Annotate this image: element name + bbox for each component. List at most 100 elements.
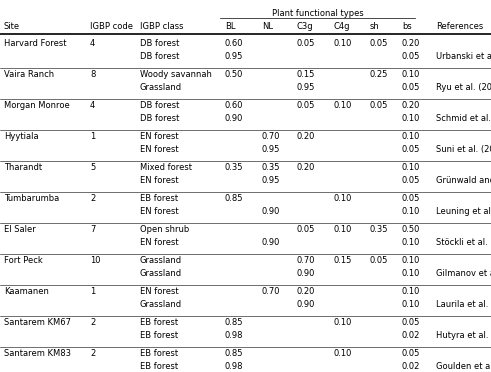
Text: DB forest: DB forest xyxy=(140,39,179,48)
Text: IGBP class: IGBP class xyxy=(140,22,184,31)
Text: 0.95: 0.95 xyxy=(297,83,315,92)
Text: 0.98: 0.98 xyxy=(225,362,244,371)
Text: EB forest: EB forest xyxy=(140,331,178,340)
Text: 1: 1 xyxy=(90,132,95,141)
Text: C3g: C3g xyxy=(297,22,314,31)
Text: 0.85: 0.85 xyxy=(225,318,244,327)
Text: 0.10: 0.10 xyxy=(402,287,420,296)
Text: 0.98: 0.98 xyxy=(225,331,244,340)
Text: EN forest: EN forest xyxy=(140,207,179,216)
Text: Kaamanen: Kaamanen xyxy=(4,287,49,296)
Text: 2: 2 xyxy=(90,349,95,358)
Text: 0.95: 0.95 xyxy=(262,145,280,154)
Text: Hyytiala: Hyytiala xyxy=(4,132,39,141)
Text: EN forest: EN forest xyxy=(140,176,179,185)
Text: 0.05: 0.05 xyxy=(297,225,315,234)
Text: Grassland: Grassland xyxy=(140,269,182,278)
Text: 0.05: 0.05 xyxy=(370,101,388,110)
Text: 0.10: 0.10 xyxy=(402,207,420,216)
Text: 7: 7 xyxy=(90,225,95,234)
Text: 4: 4 xyxy=(90,101,95,110)
Text: 0.35: 0.35 xyxy=(225,163,244,172)
Text: DB forest: DB forest xyxy=(140,101,179,110)
Text: 0.20: 0.20 xyxy=(402,101,420,110)
Text: 0.05: 0.05 xyxy=(402,83,420,92)
Text: Grassland: Grassland xyxy=(140,256,182,265)
Text: 0.35: 0.35 xyxy=(370,225,388,234)
Text: 0.05: 0.05 xyxy=(402,145,420,154)
Text: 0.15: 0.15 xyxy=(334,256,353,265)
Text: 0.90: 0.90 xyxy=(262,207,280,216)
Text: sh: sh xyxy=(370,22,380,31)
Text: Fort Peck: Fort Peck xyxy=(4,256,43,265)
Text: EN forest: EN forest xyxy=(140,287,179,296)
Text: Urbanski et al. (2007): Urbanski et al. (2007) xyxy=(436,52,491,61)
Text: 0.10: 0.10 xyxy=(402,114,420,123)
Text: 8: 8 xyxy=(90,70,95,79)
Text: Gilmanov et al. (2005): Gilmanov et al. (2005) xyxy=(436,269,491,278)
Text: EB forest: EB forest xyxy=(140,362,178,371)
Text: Hutyra et al. (2007): Hutyra et al. (2007) xyxy=(436,331,491,340)
Text: Santarem KM67: Santarem KM67 xyxy=(4,318,71,327)
Text: 0.10: 0.10 xyxy=(402,238,420,247)
Text: EN forest: EN forest xyxy=(140,238,179,247)
Text: Laurila et al. (2001): Laurila et al. (2001) xyxy=(436,300,491,309)
Text: DB forest: DB forest xyxy=(140,52,179,61)
Text: 0.60: 0.60 xyxy=(225,101,244,110)
Text: References: References xyxy=(436,22,483,31)
Text: Plant functional types: Plant functional types xyxy=(272,9,363,18)
Text: 0.20: 0.20 xyxy=(402,39,420,48)
Text: 0.85: 0.85 xyxy=(225,349,244,358)
Text: IGBP code: IGBP code xyxy=(90,22,133,31)
Text: 0.10: 0.10 xyxy=(334,39,353,48)
Text: Grünwald and Bernhofer (2007): Grünwald and Bernhofer (2007) xyxy=(436,176,491,185)
Text: C4g: C4g xyxy=(334,22,351,31)
Text: 0.10: 0.10 xyxy=(402,300,420,309)
Text: 0.90: 0.90 xyxy=(262,238,280,247)
Text: 10: 10 xyxy=(90,256,101,265)
Text: Suni et al. (2003): Suni et al. (2003) xyxy=(436,145,491,154)
Text: Grassland: Grassland xyxy=(140,83,182,92)
Text: 0.10: 0.10 xyxy=(402,269,420,278)
Text: 0.95: 0.95 xyxy=(262,176,280,185)
Text: 0.05: 0.05 xyxy=(402,194,420,203)
Text: 0.90: 0.90 xyxy=(297,269,315,278)
Text: 0.10: 0.10 xyxy=(334,194,353,203)
Text: 0.20: 0.20 xyxy=(297,132,315,141)
Text: 0.15: 0.15 xyxy=(297,70,315,79)
Text: 0.05: 0.05 xyxy=(402,52,420,61)
Text: Morgan Monroe: Morgan Monroe xyxy=(4,101,70,110)
Text: 0.90: 0.90 xyxy=(225,114,244,123)
Text: 0.20: 0.20 xyxy=(297,163,315,172)
Text: 0.10: 0.10 xyxy=(334,318,353,327)
Text: 0.10: 0.10 xyxy=(402,132,420,141)
Text: EB forest: EB forest xyxy=(140,349,178,358)
Text: EB forest: EB forest xyxy=(140,194,178,203)
Text: 0.85: 0.85 xyxy=(225,194,244,203)
Text: 0.05: 0.05 xyxy=(297,39,315,48)
Text: 2: 2 xyxy=(90,318,95,327)
Text: 0.50: 0.50 xyxy=(402,225,420,234)
Text: Santarem KM83: Santarem KM83 xyxy=(4,349,71,358)
Text: 0.70: 0.70 xyxy=(297,256,316,265)
Text: Site: Site xyxy=(4,22,20,31)
Text: Tharandt: Tharandt xyxy=(4,163,42,172)
Text: 0.05: 0.05 xyxy=(402,349,420,358)
Text: 0.70: 0.70 xyxy=(262,132,280,141)
Text: 0.05: 0.05 xyxy=(402,176,420,185)
Text: DB forest: DB forest xyxy=(140,114,179,123)
Text: 0.05: 0.05 xyxy=(370,256,388,265)
Text: Goulden et al. (2004): Goulden et al. (2004) xyxy=(436,362,491,371)
Text: EN forest: EN forest xyxy=(140,132,179,141)
Text: BL: BL xyxy=(225,22,236,31)
Text: Tumbarumba: Tumbarumba xyxy=(4,194,59,203)
Text: 0.90: 0.90 xyxy=(297,300,315,309)
Text: Open shrub: Open shrub xyxy=(140,225,189,234)
Text: 4: 4 xyxy=(90,39,95,48)
Text: 0.05: 0.05 xyxy=(297,101,315,110)
Text: 0.60: 0.60 xyxy=(225,39,244,48)
Text: 0.05: 0.05 xyxy=(402,318,420,327)
Text: EB forest: EB forest xyxy=(140,318,178,327)
Text: bs: bs xyxy=(402,22,412,31)
Text: 0.02: 0.02 xyxy=(402,331,420,340)
